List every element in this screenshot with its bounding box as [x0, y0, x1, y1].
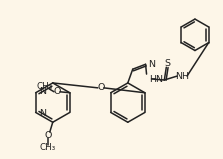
Text: N: N: [39, 109, 46, 118]
Text: S: S: [164, 59, 170, 68]
Text: CH₃: CH₃: [36, 82, 52, 91]
Text: NH: NH: [175, 72, 189, 81]
Text: N: N: [39, 87, 46, 96]
Text: N: N: [149, 60, 155, 69]
Text: O: O: [53, 87, 61, 96]
Text: O: O: [44, 131, 52, 139]
Text: HN: HN: [149, 75, 163, 83]
Text: CH₃: CH₃: [40, 143, 56, 152]
Text: O: O: [97, 83, 105, 92]
